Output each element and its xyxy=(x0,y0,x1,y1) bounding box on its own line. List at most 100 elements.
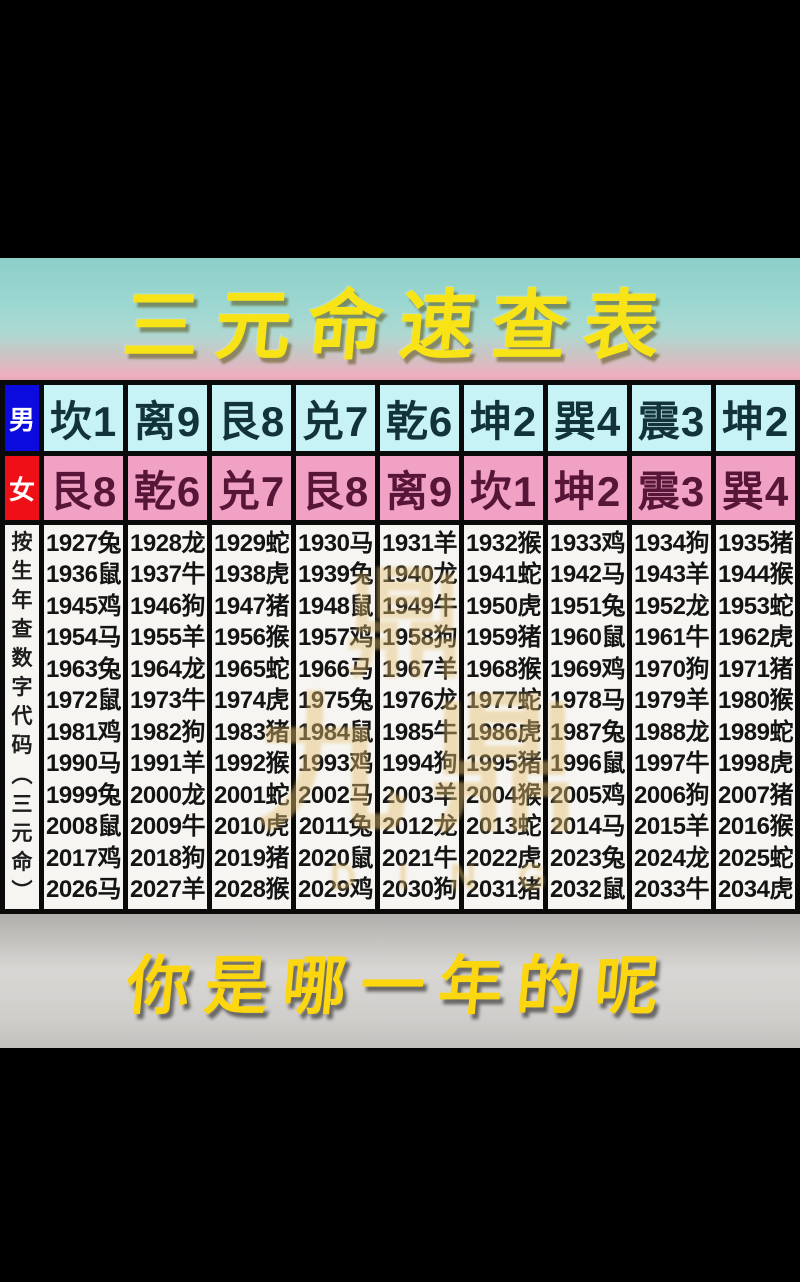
year-cell: 1956猴 xyxy=(214,624,289,652)
year-cell: 1978马 xyxy=(550,687,625,715)
side-label-char: 码 xyxy=(11,734,33,758)
year-column: 1932猴 1941蛇 1950虎 1959猪 1968猴 1977蛇 1986虎 1995猪… xyxy=(464,525,543,909)
year-cell: 1983猪 xyxy=(214,718,289,746)
side-label-char: ︵ xyxy=(11,763,33,787)
female-trigram-cell: 艮8 xyxy=(44,456,123,520)
year-cell: 1932猴 xyxy=(466,529,541,557)
year-cell: 2020鼠 xyxy=(298,844,373,872)
title-band: 三元命速查表 xyxy=(0,258,800,380)
year-cell: 1928龙 xyxy=(130,529,205,557)
year-column: 1928龙 1937牛 1946狗 1955羊 1964龙 1973牛 1982狗 1991羊… xyxy=(128,525,207,909)
year-cell: 1972鼠 xyxy=(46,687,121,715)
year-cell: 1997牛 xyxy=(634,750,709,778)
year-cell: 2004猴 xyxy=(466,781,541,809)
year-cell: 1965蛇 xyxy=(214,655,289,683)
year-cell: 1996鼠 xyxy=(550,750,625,778)
side-label-char: 命 xyxy=(11,850,33,874)
male-trigram-cell: 坎1 xyxy=(44,385,123,451)
year-cell: 2024龙 xyxy=(634,844,709,872)
female-trigram-cell: 兑7 xyxy=(212,456,291,520)
year-cell: 2028猴 xyxy=(214,876,289,904)
year-cell: 1962虎 xyxy=(718,624,793,652)
footer-band: 你是哪一年的呢 xyxy=(0,914,800,1048)
year-cell: 1990马 xyxy=(46,750,121,778)
year-cell: 2016猴 xyxy=(718,813,793,841)
male-trigram-cell: 乾6 xyxy=(380,385,459,451)
year-cell: 2022虎 xyxy=(466,844,541,872)
year-cell: 2009牛 xyxy=(130,813,205,841)
year-cell: 2023兔 xyxy=(550,844,625,872)
year-cell: 1959猪 xyxy=(466,624,541,652)
year-cell: 2003羊 xyxy=(382,781,457,809)
female-trigram-row: 女 艮8 乾6 兑7 艮8 离9 坎1 坤2 震3 巽4 xyxy=(5,456,795,520)
year-cell: 1985牛 xyxy=(382,718,457,746)
year-cell: 1943羊 xyxy=(634,561,709,589)
year-cell: 1988龙 xyxy=(634,718,709,746)
year-cell: 1934狗 xyxy=(634,529,709,557)
year-column: 1934狗 1943羊 1952龙 1961牛 1970狗 1979羊 1988龙 1997牛… xyxy=(632,525,711,909)
year-cell: 1987兔 xyxy=(550,718,625,746)
female-trigram-cell: 震3 xyxy=(632,456,711,520)
table-body-row: 按生年查数字代码 ︵ 三元命 ︶ 1927兔 1936鼠 1945鸡 1954马 1963兔 1… xyxy=(5,525,795,909)
year-cell: 2011兔 xyxy=(298,813,373,841)
male-trigram-cell: 震3 xyxy=(632,385,711,451)
side-label-char: 按 xyxy=(11,531,33,555)
year-cell: 1951兔 xyxy=(550,592,625,620)
female-label-cell: 女 xyxy=(5,456,39,520)
year-column: 1935猪 1944猴 1953蛇 1962虎 1971猪 1980猴 1989蛇 1998虎… xyxy=(716,525,795,909)
year-cell: 1947猪 xyxy=(214,592,289,620)
year-cell: 2021牛 xyxy=(382,844,457,872)
year-cell: 1938虎 xyxy=(214,561,289,589)
year-cell: 1957鸡 xyxy=(298,624,373,652)
year-cell: 2010虎 xyxy=(214,813,289,841)
year-cell: 1968猴 xyxy=(466,655,541,683)
year-cell: 1954马 xyxy=(46,624,121,652)
year-cell: 2013蛇 xyxy=(466,813,541,841)
year-cell: 2001蛇 xyxy=(214,781,289,809)
male-trigram-cell: 兑7 xyxy=(296,385,375,451)
year-cell: 2014马 xyxy=(550,813,625,841)
year-cell: 1981鸡 xyxy=(46,718,121,746)
male-trigram-cell: 艮8 xyxy=(212,385,291,451)
side-label-char: 元 xyxy=(11,821,33,845)
female-trigram-cell: 坎1 xyxy=(464,456,543,520)
female-trigram-cell: 巽4 xyxy=(716,456,795,520)
year-cell: 1945鸡 xyxy=(46,592,121,620)
year-cell: 1940龙 xyxy=(382,561,457,589)
female-trigram-cell: 乾6 xyxy=(128,456,207,520)
side-label-char: 字 xyxy=(11,676,33,700)
side-label-char: 三 xyxy=(11,792,33,816)
year-cell: 1939兔 xyxy=(298,561,373,589)
side-label-char: 生 xyxy=(11,560,33,584)
year-cell: 2034虎 xyxy=(718,876,793,904)
year-cell: 1942马 xyxy=(550,561,625,589)
male-trigram-cell: 巽4 xyxy=(548,385,627,451)
year-cell: 1980猴 xyxy=(718,687,793,715)
year-cell: 2030狗 xyxy=(382,876,457,904)
year-cell: 1930马 xyxy=(298,529,373,557)
page-title: 三元命速查表 xyxy=(119,284,680,369)
year-cell: 2019猪 xyxy=(214,844,289,872)
year-cell: 1971猪 xyxy=(718,655,793,683)
year-cell: 1950虎 xyxy=(466,592,541,620)
year-cell: 1946狗 xyxy=(130,592,205,620)
year-cell: 1993鸡 xyxy=(298,750,373,778)
year-cell: 1970狗 xyxy=(634,655,709,683)
year-cell: 2031猪 xyxy=(466,876,541,904)
year-cell: 1960鼠 xyxy=(550,624,625,652)
lookup-table: 男 坎1 离9 艮8 兑7 乾6 坤2 巽4 震3 坤2 女 艮8 乾6 兑7 艮8 离9 坎1 坤2 震3 巽… xyxy=(0,380,800,914)
year-cell: 1961牛 xyxy=(634,624,709,652)
year-cell: 1953蛇 xyxy=(718,592,793,620)
year-cell: 1969鸡 xyxy=(550,655,625,683)
year-cell: 1974虎 xyxy=(214,687,289,715)
year-cell: 1935猪 xyxy=(718,529,793,557)
year-cell: 1994狗 xyxy=(382,750,457,778)
year-cell: 1992猴 xyxy=(214,750,289,778)
footer-caption: 你是哪一年的呢 xyxy=(123,950,676,1022)
side-label-char: ︶ xyxy=(11,879,33,903)
year-cell: 1937牛 xyxy=(130,561,205,589)
year-cell: 2008鼠 xyxy=(46,813,121,841)
year-cell: 1933鸡 xyxy=(550,529,625,557)
year-cell: 1989蛇 xyxy=(718,718,793,746)
